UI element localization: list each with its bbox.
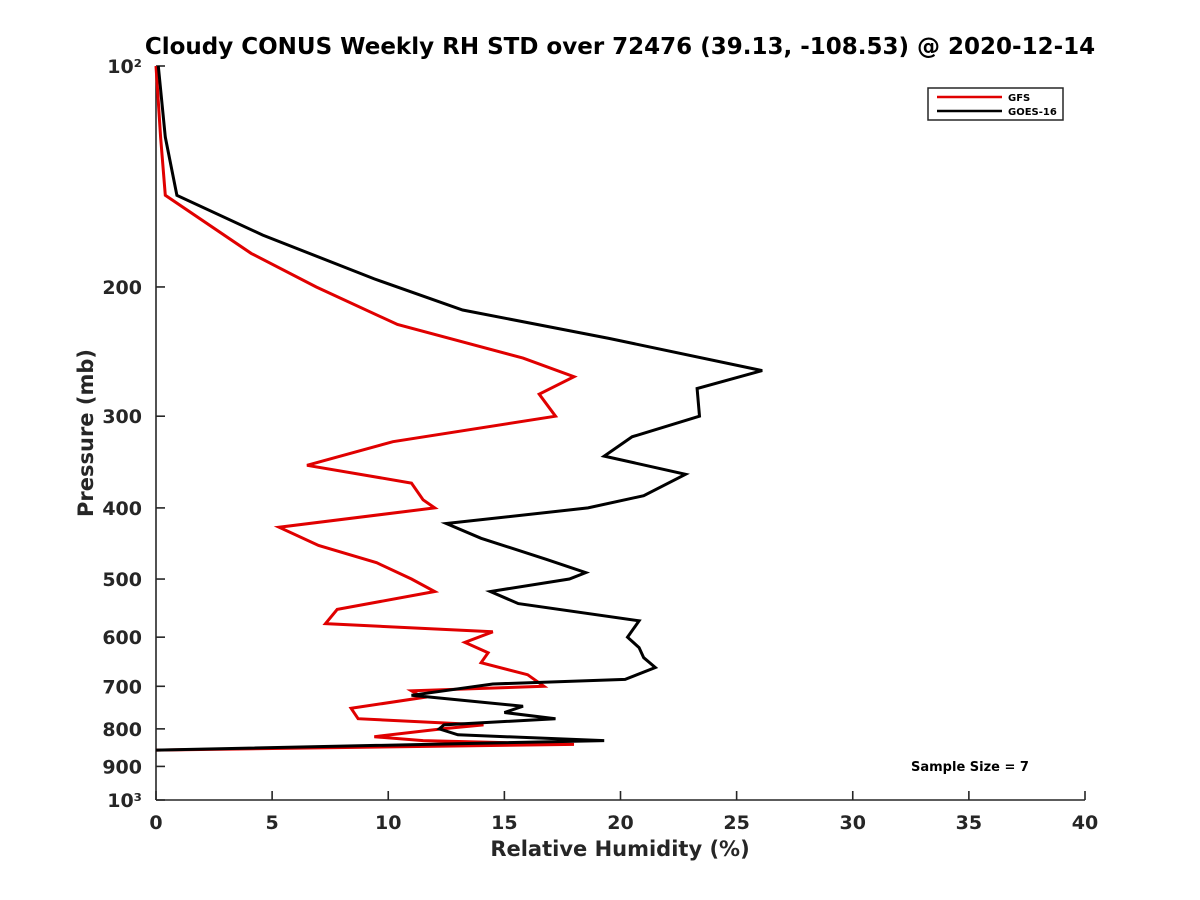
x-tick-label: 5 bbox=[266, 812, 279, 834]
y-axis-label: Pressure (mb) bbox=[74, 349, 98, 517]
legend-box bbox=[927, 87, 1064, 121]
x-axis-label: Relative Humidity (%) bbox=[490, 837, 749, 861]
legend-label-goes16: GOES-16 bbox=[1008, 107, 1057, 118]
y-tick-label: 800 bbox=[102, 719, 142, 741]
x-tick-label: 35 bbox=[956, 812, 982, 834]
chart-title: Cloudy CONUS Weekly RH STD over 72476 (3… bbox=[145, 34, 1095, 60]
y-tick-label: 10³ bbox=[107, 790, 142, 812]
y-tick-label: 900 bbox=[102, 756, 142, 778]
series-layer bbox=[154, 65, 763, 752]
legend-label-gfs: GFS bbox=[1008, 93, 1030, 104]
sample-size-annotation: Sample Size = 7 bbox=[911, 760, 1029, 775]
x-tick-label: 40 bbox=[1072, 812, 1098, 834]
x-tick-label: 15 bbox=[491, 812, 517, 834]
x-tick-label: 30 bbox=[840, 812, 866, 834]
x-tick-label: 10 bbox=[375, 812, 401, 834]
series-line-goes16 bbox=[155, 65, 763, 752]
plot-axes bbox=[155, 66, 1085, 801]
y-tick-label: 300 bbox=[102, 406, 142, 428]
y-tick-label: 10² bbox=[107, 56, 142, 78]
axis-ticks bbox=[155, 65, 1086, 801]
x-tick-label: 0 bbox=[149, 812, 162, 834]
y-tick-label: 200 bbox=[102, 277, 142, 299]
series-line-gfs bbox=[154, 65, 578, 752]
tick-labels: 0 5 10 15 20 25 30 35 40 10² 200 300 400 500 600 700 800… bbox=[102, 56, 1098, 834]
y-tick-label: 500 bbox=[102, 569, 142, 591]
y-tick-label: 700 bbox=[102, 676, 142, 698]
x-tick-label: 25 bbox=[723, 812, 749, 834]
y-tick-label: 400 bbox=[102, 498, 142, 520]
legend: GFS GOES-16 bbox=[927, 87, 1064, 121]
x-tick-label: 20 bbox=[607, 812, 633, 834]
y-tick-label: 600 bbox=[102, 627, 142, 649]
